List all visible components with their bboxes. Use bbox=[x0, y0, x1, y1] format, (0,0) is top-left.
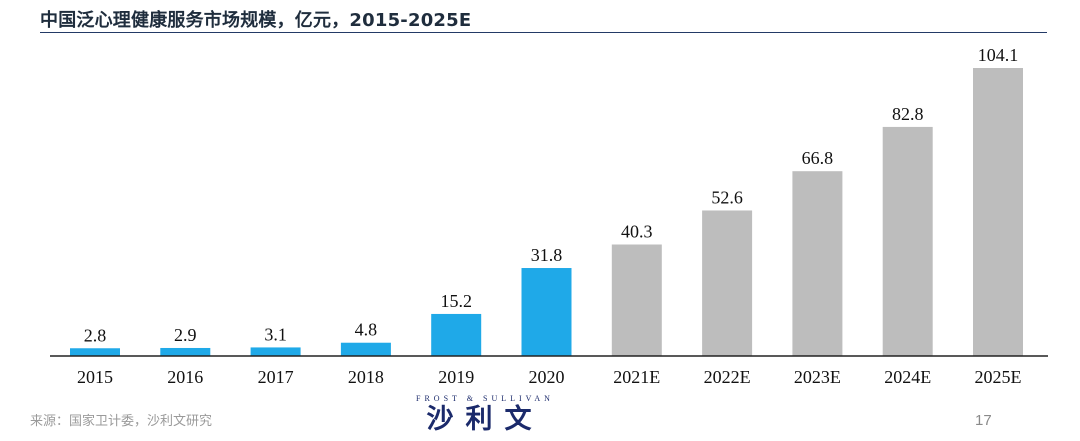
category-label-2021E: 2021E bbox=[613, 367, 660, 387]
value-label-2016: 2.9 bbox=[174, 325, 197, 345]
title-divider bbox=[40, 32, 1047, 33]
category-label-2025E: 2025E bbox=[975, 367, 1022, 387]
category-label-2017: 2017 bbox=[258, 367, 294, 387]
bar-2015 bbox=[70, 348, 120, 356]
category-label-2022E: 2022E bbox=[704, 367, 751, 387]
value-label-2018: 4.8 bbox=[355, 320, 378, 340]
value-label-2021E: 40.3 bbox=[621, 222, 653, 242]
bar-2025E bbox=[973, 68, 1023, 356]
page-number: 17 bbox=[975, 412, 992, 429]
logo-english-text: FROST & SULLIVAN bbox=[416, 394, 554, 403]
category-label-2023E: 2023E bbox=[794, 367, 841, 387]
category-label-2016: 2016 bbox=[167, 367, 203, 387]
bars-group bbox=[70, 68, 1023, 357]
bar-2023E bbox=[792, 171, 843, 356]
category-label-2019: 2019 bbox=[438, 367, 474, 387]
value-label-2017: 3.1 bbox=[264, 324, 287, 344]
value-labels-group: 2.8 2.9 3.1 4.8 15.2 31.8 40.3 52.6 66.8 82.8 104.… bbox=[84, 45, 1019, 345]
category-label-2020: 2020 bbox=[529, 367, 565, 387]
value-label-2025E: 104.1 bbox=[978, 45, 1019, 65]
chart-title: 中国泛心理健康服务市场规模，亿元，2015-2025E bbox=[40, 10, 472, 31]
bar-2017 bbox=[250, 347, 301, 356]
frost-sullivan-logo: FROST & SULLIVAN 沙利文 bbox=[405, 394, 565, 436]
bar-2019 bbox=[431, 313, 482, 356]
bar-2016 bbox=[160, 347, 211, 356]
bar-2022E bbox=[702, 210, 753, 356]
category-labels-group: 2015 2016 2017 2018 2019 2020 2021E 2022E 2023E 2… bbox=[77, 367, 1022, 387]
value-label-2022E: 52.6 bbox=[711, 187, 743, 207]
value-label-2019: 15.2 bbox=[440, 291, 472, 311]
source-note: 来源：国家卫计委，沙利文研究 bbox=[30, 414, 213, 429]
category-label-2018: 2018 bbox=[348, 367, 384, 387]
bar-2024E bbox=[882, 126, 933, 357]
value-label-2015: 2.8 bbox=[84, 325, 107, 345]
value-label-2024E: 82.8 bbox=[892, 104, 924, 124]
value-label-2020: 31.8 bbox=[531, 245, 563, 265]
category-label-2024E: 2024E bbox=[884, 367, 931, 387]
bar-2018 bbox=[340, 342, 391, 356]
category-label-2015: 2015 bbox=[77, 367, 113, 387]
bar-2021E bbox=[611, 244, 662, 356]
bar-2020 bbox=[521, 268, 572, 356]
value-label-2023E: 66.8 bbox=[802, 148, 834, 168]
logo-chinese-text: 沙利文 bbox=[426, 404, 544, 435]
